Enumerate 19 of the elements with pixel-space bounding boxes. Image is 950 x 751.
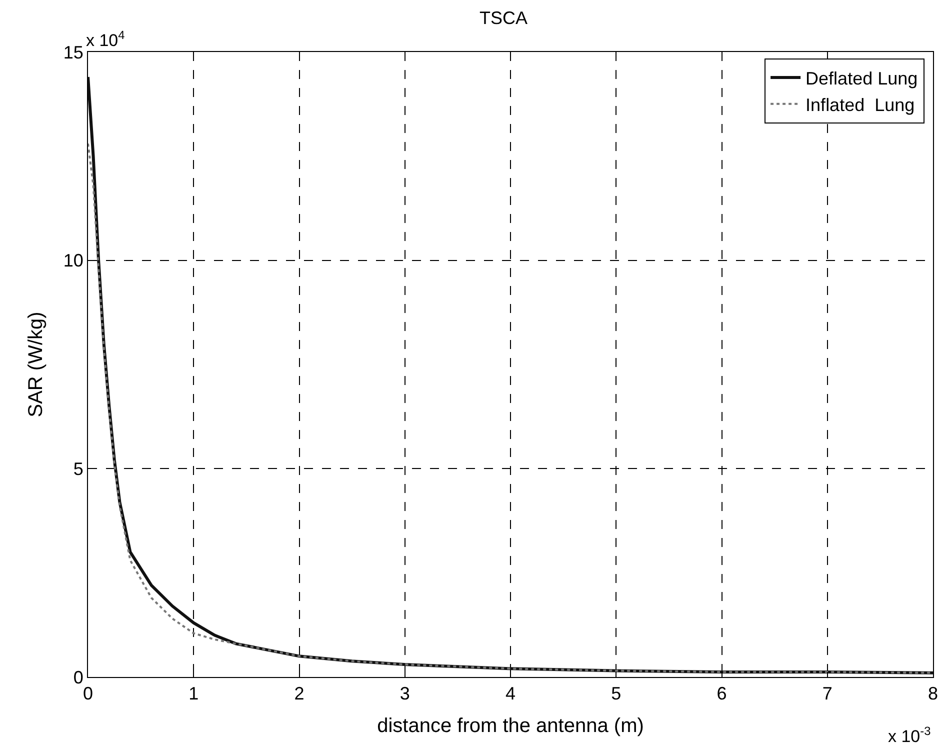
y-tick-label: 0 [73,667,84,688]
y-tick-label: 15 [63,42,84,62]
text: x 10$^{-3}$ [888,724,932,746]
x-tick-label: 3 [400,684,410,704]
y-tick-label: 10 [63,250,84,271]
x-tick-label: 7 [822,684,832,704]
y-axis-title: SAR (W/kg) [24,312,47,418]
text: x 10$^{4}$ [86,28,126,50]
x-tick-label: 1 [188,684,199,704]
y-tick-label: 5 [73,458,84,479]
legend-label: Deflated Lung [806,68,918,88]
x-tick-label: 2 [294,684,304,704]
x-tick-label: 4 [505,684,516,704]
chart-title: TSCA [479,8,528,28]
x-tick-label: 6 [716,684,727,704]
x-axis-title: distance from the antenna (m) [377,715,644,738]
x-tick-label: 8 [928,684,938,704]
legend-label: Inflated Lung [806,94,915,115]
x-tick-label: 5 [611,684,622,704]
